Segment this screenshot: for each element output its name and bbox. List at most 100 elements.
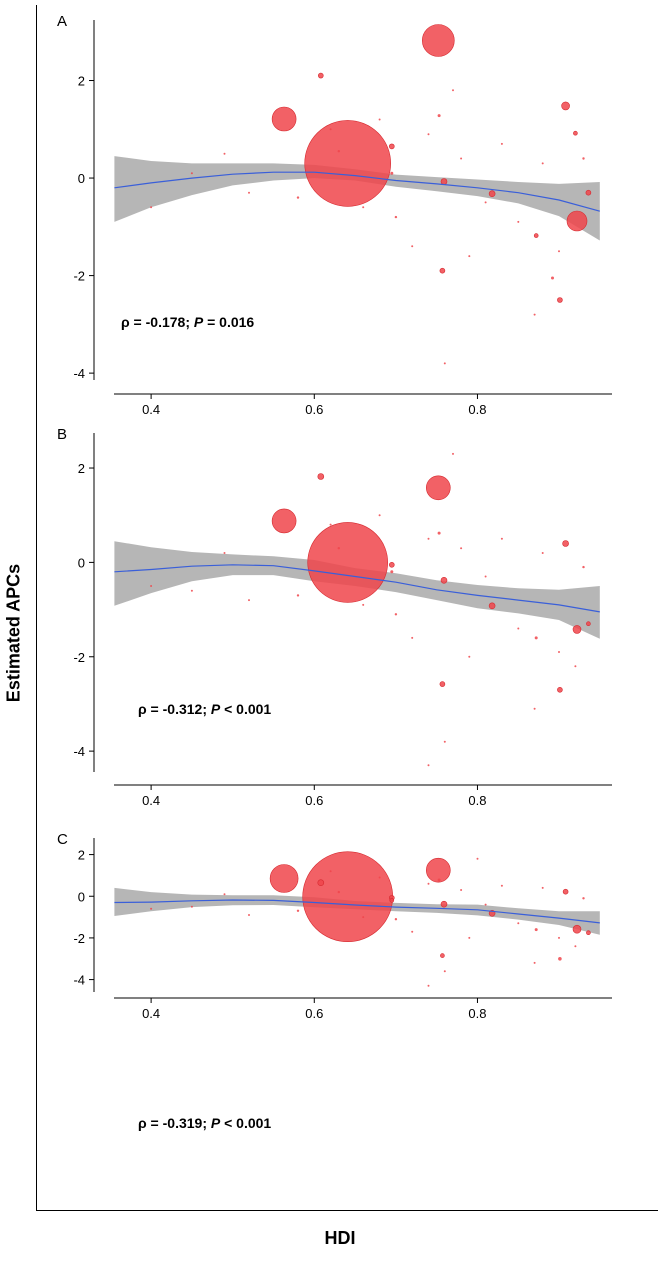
x-tick-label: 0.8 — [468, 1006, 486, 1021]
data-point — [362, 206, 365, 209]
data-point — [150, 907, 153, 910]
data-point — [304, 120, 392, 207]
y-tick-label: 2 — [78, 848, 85, 863]
rho-text: ρ = -0.178; — [121, 314, 194, 330]
x-tick-label: 0.8 — [468, 402, 486, 417]
data-point — [388, 561, 395, 568]
data-point — [437, 878, 441, 882]
data-point — [558, 936, 560, 939]
y-tick-label: -2 — [73, 269, 85, 284]
data-point — [223, 152, 226, 155]
data-point — [517, 220, 520, 223]
data-point — [558, 957, 562, 961]
data-point — [317, 879, 325, 887]
data-point — [558, 651, 560, 653]
data-point — [572, 924, 582, 934]
data-point — [190, 172, 193, 175]
data-point — [440, 178, 448, 185]
data-point — [460, 157, 463, 160]
data-point — [443, 740, 446, 743]
x-tick-label: 0.4 — [142, 1006, 160, 1021]
data-point — [329, 523, 332, 526]
data-point — [394, 918, 398, 921]
p-value-text: < 0.001 — [220, 1115, 271, 1131]
y-tick-label: -4 — [73, 366, 85, 381]
data-point — [534, 928, 538, 932]
data-point — [421, 24, 455, 57]
p-label: P — [211, 1115, 221, 1131]
confidence-band — [114, 156, 600, 241]
data-point — [500, 142, 503, 145]
data-point — [437, 531, 441, 535]
trend-line — [114, 564, 600, 613]
data-point — [440, 576, 448, 584]
y-tick-label: 0 — [78, 889, 85, 904]
data-point — [468, 655, 471, 658]
data-point — [388, 143, 395, 150]
data-point — [566, 210, 588, 232]
x-tick-label: 0.6 — [305, 1006, 323, 1021]
data-point — [378, 514, 381, 517]
trend-line — [114, 171, 600, 212]
data-point — [533, 233, 539, 238]
data-point — [558, 250, 560, 253]
y-tick-label: 2 — [78, 461, 85, 476]
data-point — [586, 930, 591, 936]
data-point — [500, 884, 503, 887]
data-point — [271, 106, 297, 132]
data-point — [190, 905, 193, 908]
data-point — [317, 72, 324, 79]
data-point — [223, 893, 226, 896]
data-point — [296, 594, 300, 597]
data-point — [468, 255, 471, 258]
y-tick-label: -2 — [73, 650, 85, 665]
data-point — [411, 636, 414, 639]
data-point — [425, 475, 451, 501]
figure-bottom-axis-line — [36, 1210, 658, 1211]
data-point — [534, 636, 538, 640]
x-tick-label: 0.4 — [142, 402, 160, 417]
data-point — [411, 930, 414, 933]
data-point — [302, 851, 394, 943]
data-point — [378, 118, 381, 121]
panel-b: B -4 -2 0 2 0.4 0.6 0.8 ρ = -0.312; P < 0.001 — [57, 426, 612, 808]
p-value-text: < 0.001 — [220, 701, 271, 717]
p-value-text: = 0.016 — [203, 314, 254, 330]
data-point — [562, 540, 569, 547]
data-point — [484, 201, 487, 204]
data-point — [443, 362, 446, 365]
data-point — [362, 603, 365, 606]
correlation-annotation: ρ = -0.319; P < 0.001 — [138, 1115, 271, 1131]
data-point — [500, 537, 503, 540]
data-point — [269, 864, 299, 893]
data-point — [533, 961, 536, 964]
data-point — [223, 552, 226, 554]
x-tick-label: 0.4 — [142, 793, 160, 808]
x-axis-title: HDI — [324, 1228, 356, 1248]
data-point — [394, 215, 398, 219]
data-point — [427, 984, 430, 987]
data-point — [337, 150, 340, 153]
rho-text: ρ = -0.312; — [138, 701, 211, 717]
data-point — [582, 157, 585, 160]
panel-label: B — [57, 426, 67, 443]
data-point — [317, 473, 325, 480]
data-point — [378, 876, 381, 879]
data-point — [541, 552, 544, 554]
data-point — [452, 452, 454, 455]
figure-left-axis-line — [36, 5, 37, 1211]
data-point — [582, 897, 585, 900]
data-point — [150, 585, 153, 587]
y-tick-label: 2 — [78, 74, 85, 89]
p-label: P — [194, 314, 204, 330]
data-point — [517, 922, 520, 925]
data-point — [248, 599, 250, 602]
data-point — [362, 916, 365, 919]
data-point — [296, 196, 300, 199]
data-point — [476, 857, 479, 860]
data-point — [562, 888, 569, 895]
data-point — [443, 970, 446, 973]
data-point — [390, 570, 394, 574]
data-point — [468, 936, 471, 939]
